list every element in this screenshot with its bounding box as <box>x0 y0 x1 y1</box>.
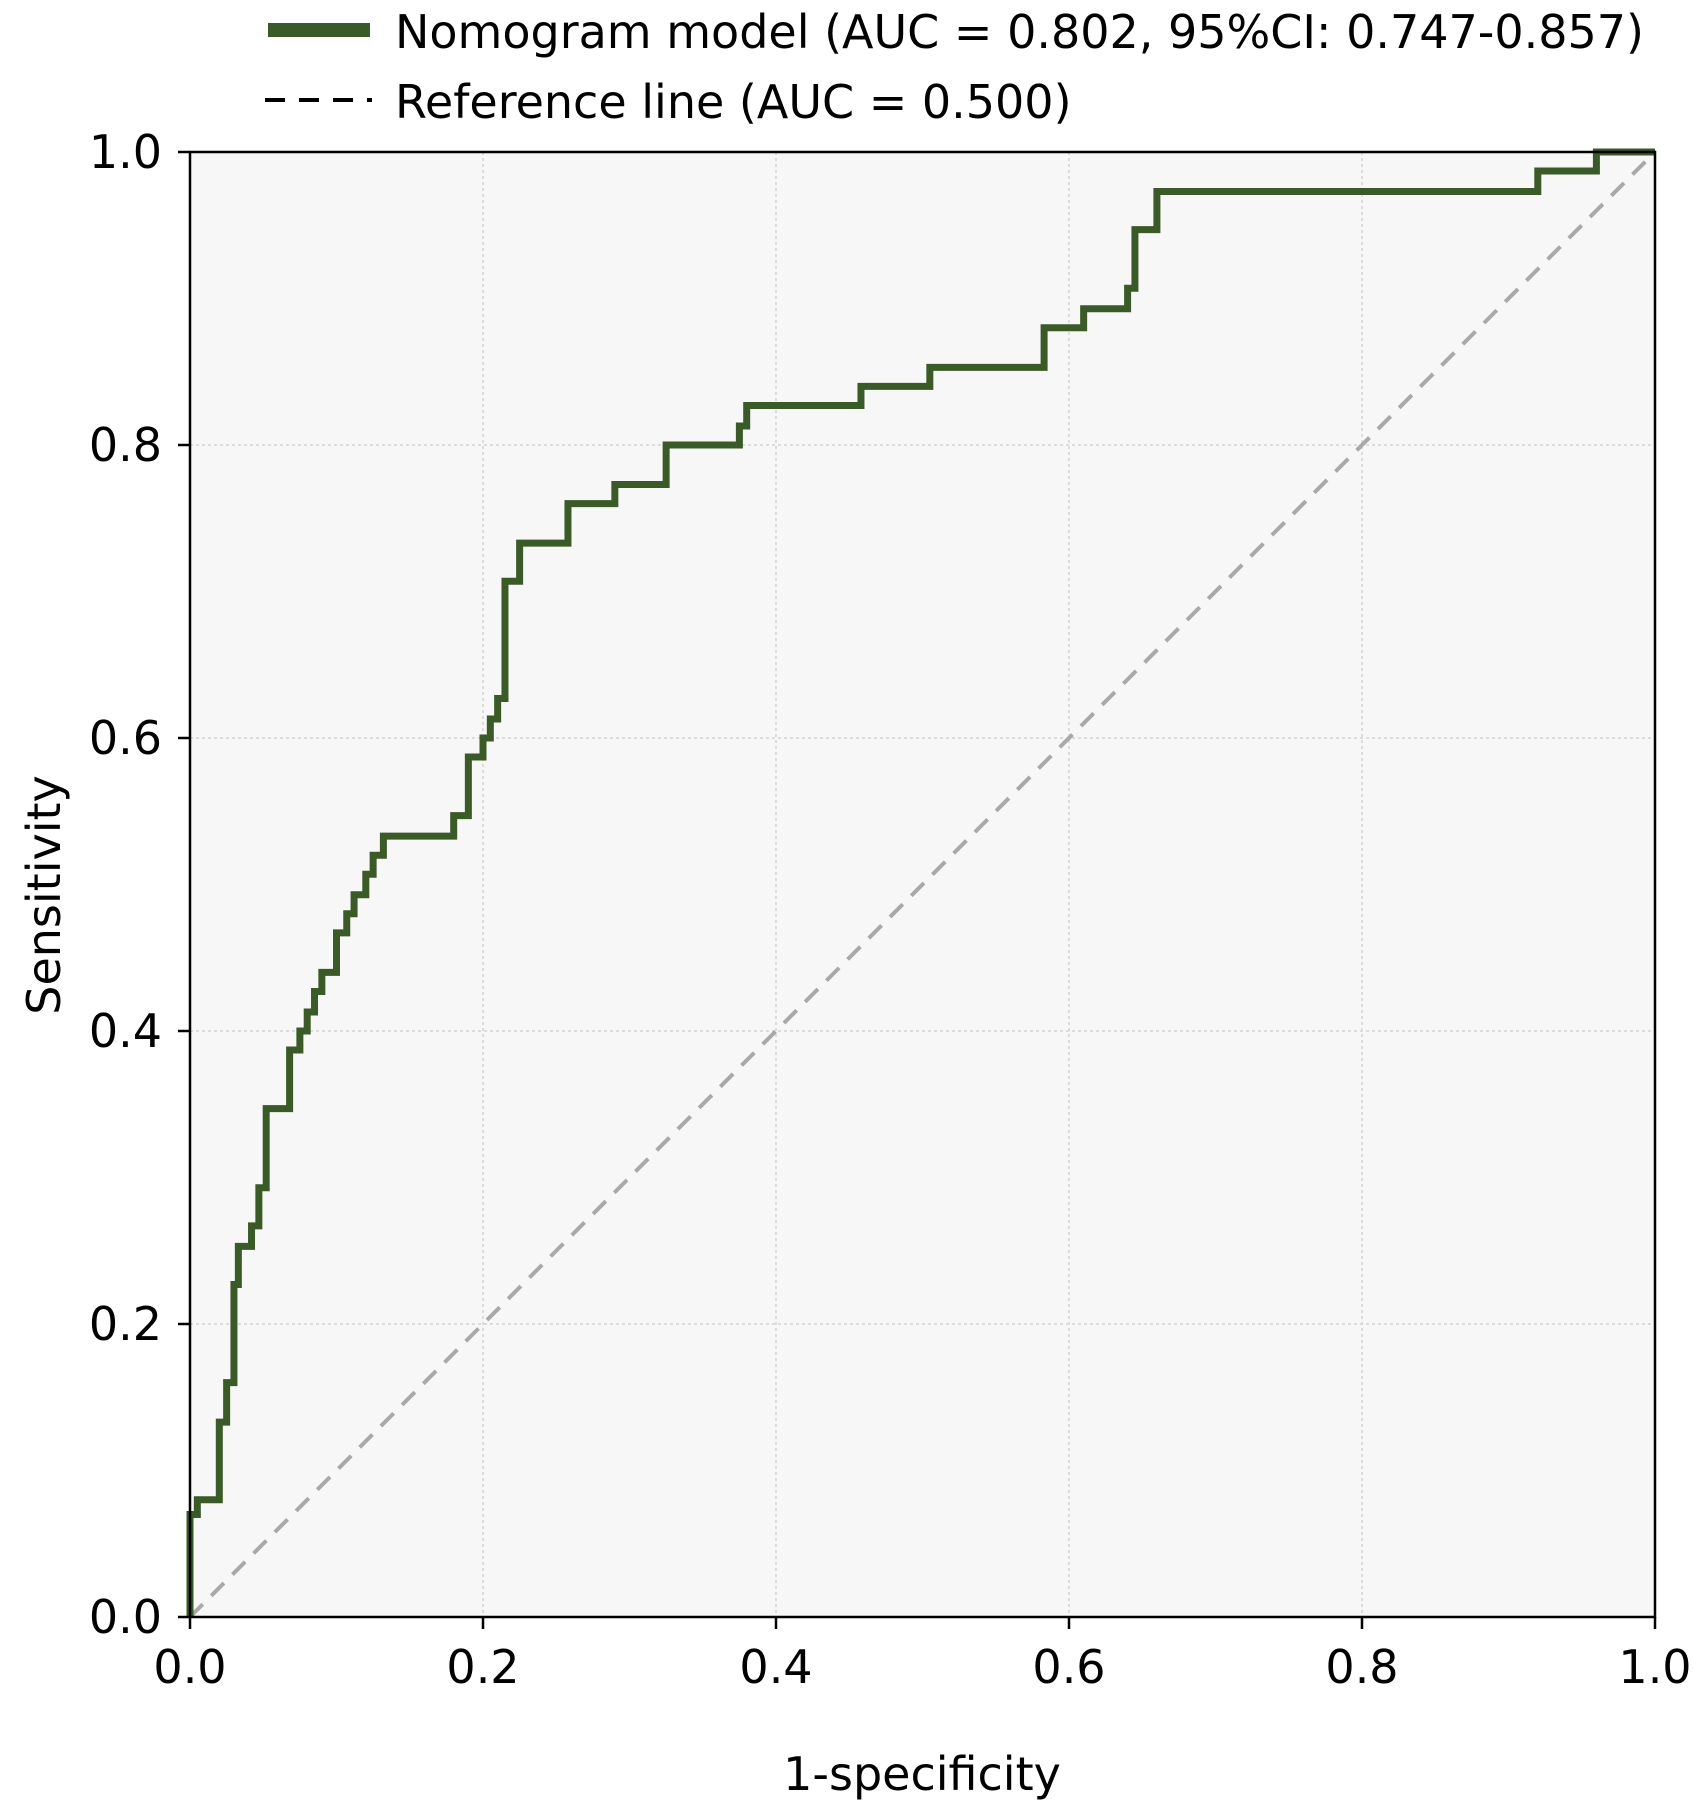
x-axis: 0.0 0.2 0.4 0.6 0.8 1.0 <box>153 1617 1692 1694</box>
y-tick-label: 0.0 <box>89 1590 162 1644</box>
y-tick-label: 1.0 <box>89 125 162 179</box>
y-tick-label: 0.4 <box>89 1004 162 1058</box>
plot-area <box>186 148 1657 1619</box>
legend-label-reference: Reference line (AUC = 0.500) <box>395 75 1072 129</box>
grid-lines <box>190 152 1655 1617</box>
y-axis: 0.0 0.2 0.4 0.6 0.8 1.0 <box>89 125 190 1644</box>
legend: Nomogram model (AUC = 0.802, 95%CI: 0.74… <box>265 5 1644 129</box>
roc-curve <box>186 148 1655 1617</box>
x-tick-label: 1.0 <box>1618 1640 1691 1694</box>
reference-line <box>188 150 1657 1619</box>
x-tick-label: 0.0 <box>153 1640 226 1694</box>
x-axis-title: 1-specificity <box>783 1747 1061 1801</box>
y-tick-label: 0.8 <box>89 418 162 472</box>
x-tick-label: 0.4 <box>739 1640 812 1694</box>
x-tick-label: 0.6 <box>1032 1640 1105 1694</box>
x-tick-label: 0.8 <box>1325 1640 1398 1694</box>
legend-label-nomogram: Nomogram model (AUC = 0.802, 95%CI: 0.74… <box>395 5 1644 59</box>
y-tick-label: 0.2 <box>89 1297 162 1351</box>
x-tick-label: 0.2 <box>446 1640 519 1694</box>
y-axis-title: Sensitivity <box>17 775 71 1014</box>
plot-frame <box>188 150 1657 1619</box>
y-tick-label: 0.6 <box>89 711 162 765</box>
